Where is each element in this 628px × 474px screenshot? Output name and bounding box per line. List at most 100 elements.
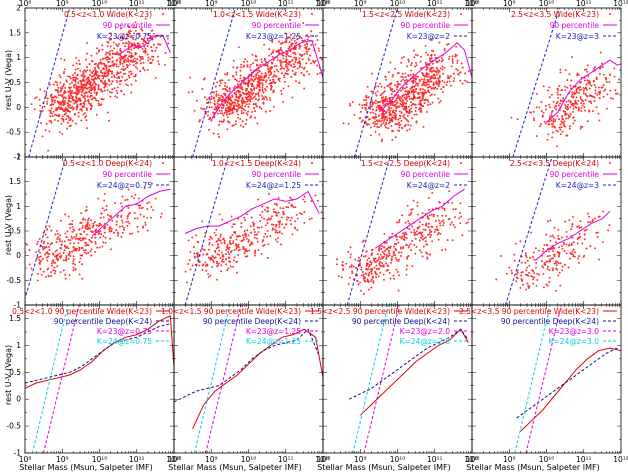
data-point [306, 43, 309, 46]
data-point [548, 258, 551, 261]
data-point [219, 235, 222, 238]
data-point [50, 121, 53, 124]
data-point [242, 126, 245, 128]
data-point [245, 103, 248, 106]
data-point [340, 276, 343, 279]
data-point [105, 58, 108, 61]
data-point [419, 110, 422, 113]
data-point [394, 256, 397, 259]
data-point [381, 262, 384, 264]
data-point [559, 68, 562, 71]
data-point [422, 95, 424, 98]
data-point [383, 90, 386, 93]
data-point [431, 191, 434, 194]
data-point [123, 54, 126, 57]
data-point [210, 95, 213, 98]
data-point [582, 100, 584, 103]
data-point [420, 107, 423, 110]
data-point [232, 104, 235, 107]
data-point [564, 89, 567, 92]
data-point [106, 45, 109, 48]
data-point [285, 223, 288, 226]
data-point [103, 73, 106, 76]
panel-frame [471, 7, 622, 158]
data-point [598, 93, 601, 96]
data-point [306, 50, 309, 53]
data-point [605, 77, 608, 80]
data-point [216, 245, 219, 248]
data-point [36, 243, 39, 246]
data-point [87, 251, 90, 254]
data-point [298, 35, 301, 38]
data-point [372, 281, 375, 284]
data-point [218, 99, 221, 102]
data-point [111, 88, 114, 91]
data-point [52, 269, 55, 272]
data-point [279, 42, 282, 45]
data-point [90, 87, 93, 90]
data-point [263, 79, 265, 82]
data-point [83, 103, 86, 106]
data-point [97, 88, 100, 91]
data-point [390, 124, 393, 127]
data-point [254, 254, 257, 257]
data-point [222, 260, 225, 263]
data-point [137, 47, 140, 50]
data-point [378, 249, 381, 252]
data-point [560, 126, 563, 129]
data-point [565, 100, 568, 103]
data-point [139, 204, 142, 207]
data-point [293, 63, 295, 66]
data-point [85, 82, 88, 85]
data-point [530, 111, 532, 114]
data-point [407, 246, 410, 249]
data-point [435, 70, 438, 73]
data-point [546, 265, 549, 268]
data-point [441, 214, 444, 217]
data-point [194, 263, 197, 266]
data-point [558, 253, 561, 256]
data-point [83, 230, 86, 233]
data-point [261, 82, 264, 85]
data-point [555, 267, 558, 270]
data-point [65, 255, 68, 257]
data-point [420, 251, 423, 254]
data-point [48, 119, 51, 122]
data-point [580, 110, 583, 112]
data-point [456, 59, 459, 62]
data-point [138, 207, 141, 209]
data-point [433, 53, 436, 56]
data-point [379, 261, 381, 263]
data-point [404, 72, 407, 75]
data-point [428, 57, 431, 60]
data-point [578, 89, 581, 91]
data-point [145, 41, 147, 44]
data-point [369, 260, 372, 263]
data-point [579, 235, 582, 238]
data-point [103, 74, 106, 77]
data-point [68, 97, 71, 100]
data-point [127, 207, 130, 209]
data-point [373, 125, 376, 128]
data-point [320, 211, 323, 214]
data-point [439, 67, 442, 70]
data-point [187, 239, 190, 242]
data-point [420, 233, 423, 236]
data-point [256, 105, 259, 108]
data-point [147, 56, 150, 59]
data-point [59, 256, 62, 259]
data-point [464, 72, 466, 75]
data-point [374, 102, 377, 105]
data-point [52, 103, 55, 106]
data-point [432, 69, 435, 72]
data-point [395, 258, 398, 261]
data-point [74, 263, 76, 266]
data-point [452, 80, 455, 83]
data-point [257, 230, 260, 233]
data-point [336, 258, 338, 261]
data-point [562, 123, 565, 126]
data-point [72, 84, 75, 87]
data-point [552, 267, 554, 270]
data-point [438, 59, 441, 62]
data-point [63, 83, 65, 86]
